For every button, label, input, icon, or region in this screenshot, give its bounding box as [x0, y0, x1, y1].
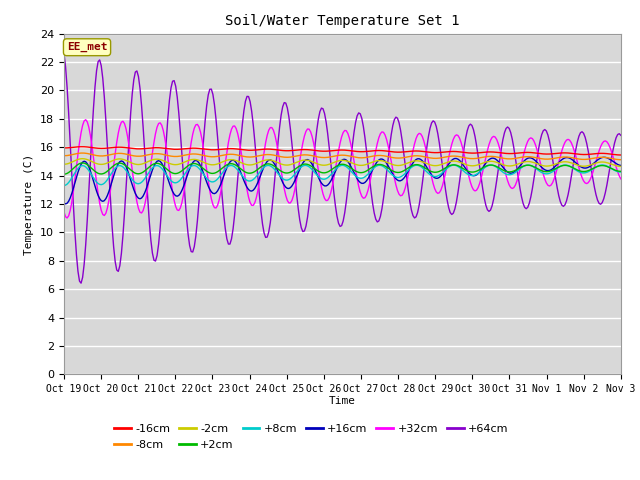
+64cm [305, 203, 313, 208]
+16cm [588, 162, 595, 168]
-2cm [588, 162, 595, 168]
-8cm [60, 153, 68, 158]
+16cm [130, 187, 138, 192]
-8cm [617, 157, 625, 163]
+16cm [228, 157, 236, 163]
+2cm [617, 168, 625, 174]
Text: EE_met: EE_met [67, 42, 108, 52]
Line: +8cm: +8cm [64, 165, 621, 186]
-8cm [255, 153, 263, 158]
Line: -2cm: -2cm [64, 159, 621, 167]
+32cm [307, 129, 314, 135]
+2cm [305, 162, 313, 168]
+2cm [228, 161, 236, 167]
+2cm [588, 167, 595, 172]
+32cm [82, 117, 90, 122]
+8cm [586, 168, 594, 174]
+2cm [255, 165, 263, 171]
Line: +16cm: +16cm [64, 157, 621, 204]
+64cm [617, 132, 625, 138]
Line: +2cm: +2cm [64, 163, 621, 174]
-2cm [228, 157, 236, 163]
+2cm [246, 170, 254, 176]
-16cm [617, 152, 625, 158]
-2cm [79, 156, 86, 162]
-2cm [617, 164, 625, 169]
+8cm [129, 177, 136, 182]
-16cm [60, 145, 68, 151]
+2cm [60, 171, 68, 177]
-16cm [246, 147, 254, 153]
Y-axis label: Temperature (C): Temperature (C) [24, 154, 35, 254]
+32cm [248, 203, 255, 208]
+64cm [246, 99, 254, 105]
-2cm [60, 161, 68, 167]
+64cm [228, 236, 236, 242]
-16cm [305, 147, 313, 153]
+64cm [588, 167, 595, 172]
+8cm [60, 183, 68, 189]
+16cm [246, 188, 254, 194]
+32cm [63, 215, 71, 221]
+8cm [254, 171, 262, 177]
+16cm [255, 176, 263, 181]
+16cm [305, 157, 313, 163]
-8cm [246, 154, 254, 160]
-8cm [228, 151, 236, 157]
-16cm [255, 147, 263, 153]
+64cm [77, 280, 85, 286]
+16cm [60, 200, 68, 206]
-2cm [255, 159, 263, 165]
Title: Soil/Water Temperature Set 1: Soil/Water Temperature Set 1 [225, 14, 460, 28]
+32cm [257, 169, 265, 175]
+2cm [130, 169, 138, 175]
-8cm [79, 150, 86, 156]
+8cm [226, 163, 234, 168]
+64cm [60, 50, 68, 56]
+32cm [229, 123, 237, 129]
Line: -8cm: -8cm [64, 153, 621, 160]
-16cm [228, 146, 236, 152]
Legend: -16cm, -8cm, -2cm, +2cm, +8cm, +16cm, +32cm, +64cm: -16cm, -8cm, -2cm, +2cm, +8cm, +16cm, +3… [114, 424, 509, 450]
Line: +32cm: +32cm [64, 120, 621, 218]
+64cm [255, 192, 263, 198]
+8cm [598, 162, 606, 168]
+16cm [61, 201, 69, 207]
+16cm [600, 155, 607, 160]
-8cm [588, 156, 595, 162]
+2cm [79, 160, 86, 166]
+8cm [303, 163, 311, 169]
+16cm [617, 163, 625, 168]
Line: -16cm: -16cm [64, 147, 621, 155]
-16cm [79, 144, 86, 150]
+64cm [130, 77, 138, 83]
+8cm [244, 178, 252, 184]
-8cm [305, 152, 313, 158]
Line: +64cm: +64cm [64, 53, 621, 283]
+32cm [131, 190, 139, 196]
-2cm [305, 158, 313, 164]
+32cm [60, 209, 68, 215]
X-axis label: Time: Time [329, 396, 356, 406]
+8cm [617, 169, 625, 175]
-16cm [588, 151, 595, 157]
-2cm [246, 162, 254, 168]
+32cm [617, 176, 625, 182]
+32cm [589, 169, 596, 175]
-8cm [130, 153, 138, 159]
-16cm [130, 146, 138, 152]
-2cm [130, 161, 138, 167]
